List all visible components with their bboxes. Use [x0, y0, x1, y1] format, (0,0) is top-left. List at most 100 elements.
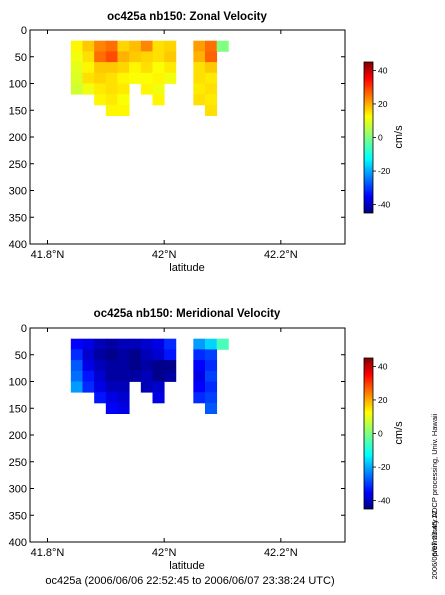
heatmap-cell [82, 349, 95, 361]
heatmap-cell [193, 83, 206, 95]
colorbar-tick-label: -20 [378, 462, 391, 472]
heatmap-cell [216, 40, 229, 52]
heatmap-cell [105, 72, 118, 84]
meridional-xlabel: latitude [169, 560, 204, 572]
zonal-colorbar-scale [363, 61, 374, 214]
zonal-colorbar-ticks: 40 20 0 -20 -40 [373, 65, 391, 210]
heatmap-cell [105, 40, 118, 52]
y-tick-label: 300 [9, 186, 27, 198]
heatmap-cell [205, 72, 218, 84]
meridional-colorbar: 40 20 0 -20 -40 cm/s [363, 357, 405, 510]
meridional-panel: oc425a nb150: Meridional Velocity 0 50 100… [9, 308, 346, 572]
heatmap-cell [117, 94, 130, 106]
y-tick-label: 250 [9, 457, 27, 469]
heatmap-cell [205, 40, 218, 52]
heatmap-cell [140, 83, 153, 95]
y-tick-label: 150 [9, 105, 27, 117]
heatmap-cell [152, 72, 165, 84]
heatmap-cell [164, 72, 177, 84]
heatmap-cell [205, 83, 218, 95]
heatmap-cell [140, 51, 153, 63]
heatmap-cell [117, 51, 130, 63]
zonal-colorbar-label: cm/s [393, 125, 405, 149]
heatmap-cell [193, 94, 206, 106]
x-tick-label: 41.8°N [31, 249, 65, 261]
heatmap-cell [164, 370, 177, 382]
meridional-heatmap [70, 338, 229, 414]
heatmap-cell [140, 349, 153, 361]
heatmap-cell [105, 360, 118, 372]
heatmap-cell [105, 94, 118, 106]
heatmap-cell [152, 94, 165, 106]
heatmap-cell [205, 402, 218, 414]
heatmap-cell [94, 83, 107, 95]
heatmap-cell [105, 381, 118, 393]
heatmap-cell [152, 392, 165, 404]
heatmap-cell [117, 360, 130, 372]
heatmap-cell [70, 83, 83, 95]
y-tick-label: 100 [9, 79, 27, 91]
heatmap-cell [129, 62, 142, 74]
heatmap-cell [152, 40, 165, 52]
heatmap-cell [94, 51, 107, 63]
heatmap-cell [152, 370, 165, 382]
heatmap-cell [117, 104, 130, 116]
heatmap-cell [129, 72, 142, 84]
colorbar-tick-label: 40 [378, 361, 388, 371]
x-tick-label: 42.2°N [264, 547, 298, 559]
meridional-colorbar-ticks: 40 20 0 -20 -40 [373, 361, 391, 506]
heatmap-cell [205, 349, 218, 361]
heatmap-cell [164, 62, 177, 74]
heatmap-cell [164, 51, 177, 63]
heatmap-cell [205, 392, 218, 404]
heatmap-cell [105, 83, 118, 95]
heatmap-cell [94, 62, 107, 74]
heatmap-cell [152, 381, 165, 393]
heatmap-cell [164, 338, 177, 350]
heatmap-cell [129, 370, 142, 382]
zonal-x-axis: 41.8°N 42°N 42.2°N [31, 30, 298, 261]
side-note: preliminary ADCP processing, Univ. Hawai… [430, 413, 439, 556]
heatmap-cell [117, 40, 130, 52]
colorbar-tick-label: -20 [378, 166, 391, 176]
zonal-title: oc425a nb150: Zonal Velocity [107, 11, 267, 23]
y-tick-label: 250 [9, 159, 27, 171]
y-tick-label: 400 [9, 239, 27, 251]
heatmap-cell [140, 62, 153, 74]
meridional-title: oc425a nb150: Meridional Velocity [94, 308, 281, 320]
x-tick-label: 41.8°N [31, 547, 65, 559]
colorbar-tick-label: -40 [378, 200, 391, 210]
heatmap-cell [105, 62, 118, 74]
heatmap-cell [94, 40, 107, 52]
colorbar-tick-label: 0 [378, 429, 383, 439]
heatmap-cell [193, 349, 206, 361]
heatmap-cell [205, 62, 218, 74]
zonal-colorbar: 40 20 0 -20 -40 cm/s [363, 61, 405, 214]
heatmap-cell [193, 40, 206, 52]
y-tick-label: 300 [9, 484, 27, 496]
heatmap-cell [129, 40, 142, 52]
heatmap-cell [105, 338, 118, 350]
heatmap-cell [94, 392, 107, 404]
heatmap-cell [152, 360, 165, 372]
heatmap-cell [70, 40, 83, 52]
heatmap-cell [82, 40, 95, 52]
heatmap-cell [140, 72, 153, 84]
heatmap-cell [105, 104, 118, 116]
heatmap-cell [94, 370, 107, 382]
heatmap-cell [105, 402, 118, 414]
heatmap-cell [164, 40, 177, 52]
zonal-panel: oc425a nb150: Zonal Velocity 0 50 100 150 20… [9, 11, 346, 274]
heatmap-cell [94, 72, 107, 84]
heatmap-cell [82, 370, 95, 382]
heatmap-cell [193, 370, 206, 382]
heatmap-cell [152, 51, 165, 63]
zonal-xlabel: latitude [169, 262, 204, 274]
heatmap-cell [140, 360, 153, 372]
y-tick-label: 350 [9, 510, 27, 522]
heatmap-cell [94, 360, 107, 372]
heatmap-cell [193, 360, 206, 372]
heatmap-cell [70, 381, 83, 393]
heatmap-cell [193, 51, 206, 63]
heatmap-cell [82, 338, 95, 350]
